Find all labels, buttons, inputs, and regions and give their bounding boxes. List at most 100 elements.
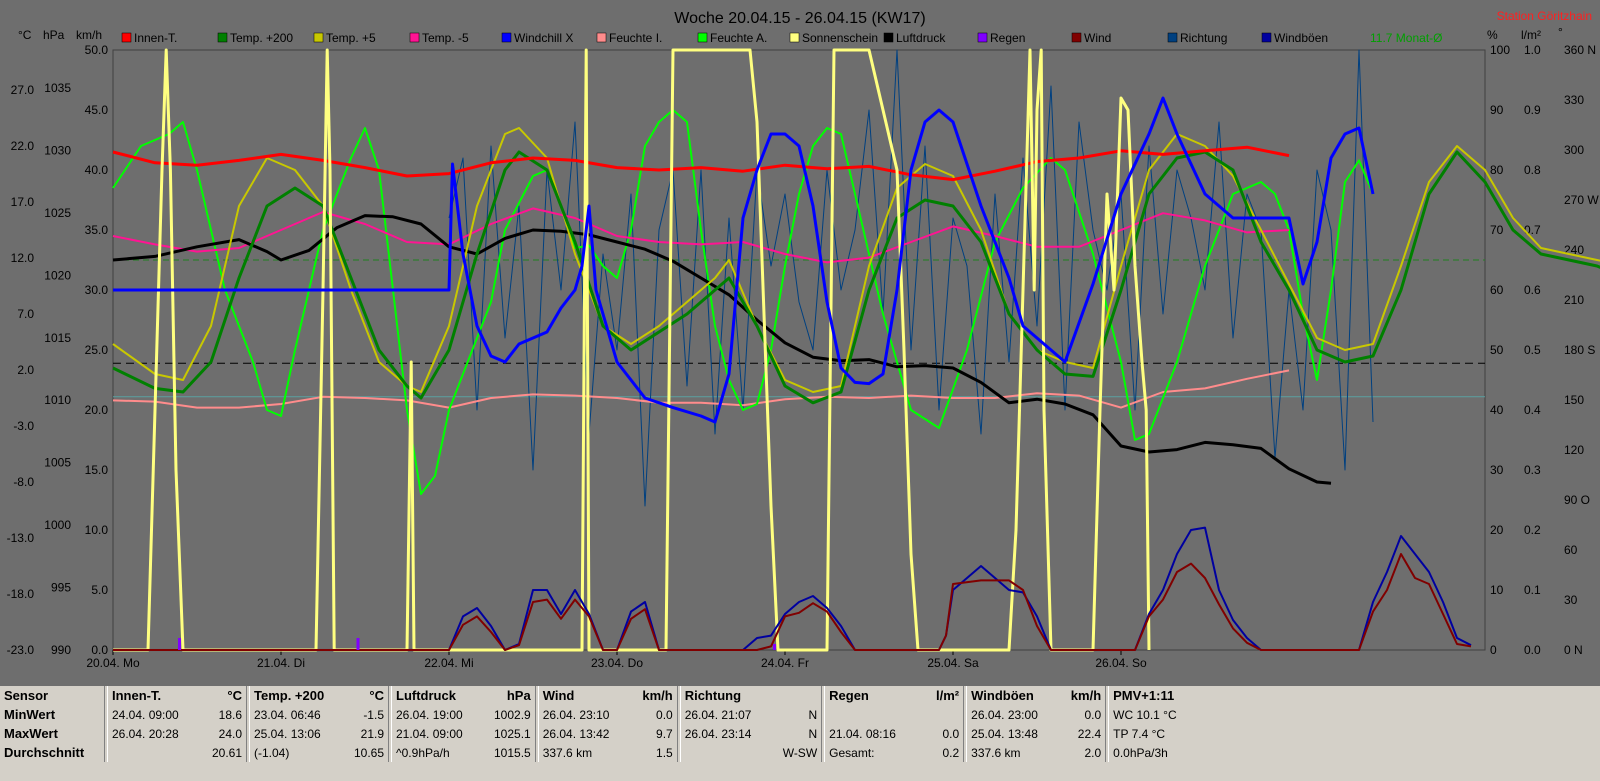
- tick-label-celsius: -18.0: [7, 587, 35, 601]
- tick-label-direction: 210: [1564, 293, 1584, 307]
- tick-label-direction: 60: [1564, 543, 1578, 557]
- rain-bar: [178, 638, 181, 650]
- stats-cell-value: [923, 705, 964, 724]
- legend-swatch: [501, 32, 512, 43]
- tick-label-kmh: 10.0: [85, 523, 109, 537]
- column-separator: [104, 724, 108, 743]
- tick-label-celsius: -8.0: [13, 475, 34, 489]
- column-separator: [534, 743, 539, 762]
- legend-label: Windchill X: [514, 31, 573, 45]
- tick-label-percent: 40: [1490, 403, 1504, 417]
- tick-label-direction: 0 N: [1564, 643, 1583, 657]
- tick-label-direction: 360 N: [1564, 43, 1596, 57]
- legend-label: Regen: [990, 31, 1025, 45]
- stats-cell-when: [825, 705, 924, 724]
- stats-cell-when: Gesamt:: [829, 745, 875, 760]
- series-line-windchill-x: [113, 96, 1375, 424]
- tick-label-kmh: 30.0: [85, 283, 109, 297]
- stats-col-unit: [779, 686, 822, 705]
- tick-label-celsius: 22.0: [11, 139, 35, 153]
- tick-label-direction: 150: [1564, 393, 1584, 407]
- legend-swatch: [217, 32, 228, 43]
- stats-cell-when: 0.0hPa/3h: [1113, 745, 1168, 760]
- tick-label-lm2: 0.7: [1524, 223, 1541, 237]
- legend-item: Innen-T.: [121, 31, 177, 45]
- tick-label-kmh: 35.0: [85, 223, 109, 237]
- tick-label-kmh: 50.0: [85, 43, 109, 57]
- tick-label-kmh: 15.0: [85, 463, 109, 477]
- tick-label-kmh: 45.0: [85, 103, 109, 117]
- tick-label-lm2: 0.3: [1524, 463, 1541, 477]
- column-separator: [104, 686, 108, 705]
- column-separator: [676, 686, 681, 705]
- monthly-average-label: 11.7 Monat-Ø: [1370, 31, 1442, 45]
- legend-label: Windböen: [1274, 31, 1328, 45]
- tick-label-percent: 0: [1490, 643, 1497, 657]
- column-separator: [1105, 724, 1110, 743]
- column-separator: [1105, 686, 1110, 705]
- tick-label-kmh: 20.0: [85, 403, 109, 417]
- legend-label: Temp. -5: [422, 31, 469, 45]
- legend-label: Feuchte I.: [609, 31, 662, 45]
- stats-col-title: Temp. +200: [254, 688, 325, 703]
- tick-label-hpa: 990: [51, 643, 71, 657]
- tick-label-lm2: 1.0: [1524, 43, 1541, 57]
- series-line-feuchte-a-: [112, 109, 1374, 495]
- tick-label-day: 24.04. Fr: [761, 656, 809, 670]
- stats-col-title: PMV+1:11: [1113, 688, 1175, 703]
- stats-cell-value: -1.5: [363, 707, 384, 722]
- tick-label-percent: 80: [1490, 163, 1504, 177]
- stats-cell-value: 1.5: [656, 745, 673, 760]
- tick-label-lm2: 0.1: [1524, 583, 1541, 597]
- stats-cell-value: [1207, 705, 1247, 724]
- stats-cell-when: 24.04. 09:00: [112, 707, 179, 722]
- legend-item: Temp. +200: [217, 31, 293, 45]
- legend-item: Wind: [1071, 31, 1111, 45]
- stats-row-label: Sensor: [4, 688, 49, 703]
- tick-label-percent: 90: [1490, 103, 1504, 117]
- legend-item: Regen: [977, 31, 1025, 45]
- legend-label: Temp. +200: [230, 31, 293, 45]
- tick-label-hpa: 1020: [44, 268, 71, 282]
- column-separator: [104, 705, 108, 724]
- tick-label-direction: 300: [1564, 143, 1584, 157]
- tick-label-direction: 330: [1564, 93, 1584, 107]
- tick-label-day: 22.04. Mi: [424, 656, 473, 670]
- stats-cell-value: 0.0: [942, 726, 960, 741]
- stats-cell-when: 26.04. 19:00: [396, 707, 463, 722]
- stats-col-unit: km/h: [1070, 688, 1102, 703]
- column-separator: [821, 705, 826, 724]
- tick-label-direction: 30: [1564, 593, 1578, 607]
- stats-cell-value: 20.61: [211, 745, 242, 760]
- tick-label-hpa: 1000: [44, 518, 71, 532]
- legend-item: Sonnenschein: [789, 31, 878, 45]
- station-label: Station Göritzhain: [1497, 9, 1592, 23]
- stats-cell-when: 26.04. 21:07: [684, 707, 752, 722]
- tick-label-lm2: 0.9: [1524, 103, 1541, 117]
- legend-swatch: [789, 32, 800, 43]
- stats-cell-when: 26.04. 20:28: [112, 726, 179, 741]
- tick-label-percent: 30: [1490, 463, 1504, 477]
- tick-label-percent: 60: [1490, 283, 1504, 297]
- legend-swatch: [596, 32, 607, 43]
- column-separator: [534, 686, 539, 705]
- tick-label-celsius: 17.0: [11, 195, 35, 209]
- series-line-innen-t-: [112, 145, 1290, 182]
- tick-label-day: 23.04. Do: [591, 656, 643, 670]
- tick-label-kmh: 5.0: [91, 583, 108, 597]
- legend-swatch: [1071, 32, 1082, 43]
- chart-title: Woche 20.04.15 - 26.04.15 (KW17): [674, 10, 925, 27]
- legend-label: Richtung: [1180, 31, 1227, 45]
- legend-swatch: [121, 32, 132, 43]
- stats-col-title: Wind: [542, 688, 575, 703]
- tick-label-direction: 180 S: [1564, 343, 1595, 357]
- stats-cell-value: N: [808, 707, 818, 722]
- chart-legend: Innen-T. Temp. +200 Temp. +5 Temp. -5 Windch…: [121, 31, 1442, 45]
- column-separator: [821, 743, 826, 762]
- column-separator: [963, 724, 968, 743]
- stats-cell-value: [1207, 743, 1247, 762]
- legend-swatch: [977, 32, 988, 43]
- tick-label-lm2: 0.0: [1524, 643, 1541, 657]
- tick-label-direction: 270 W: [1564, 193, 1599, 207]
- tick-label-celsius: -3.0: [13, 419, 34, 433]
